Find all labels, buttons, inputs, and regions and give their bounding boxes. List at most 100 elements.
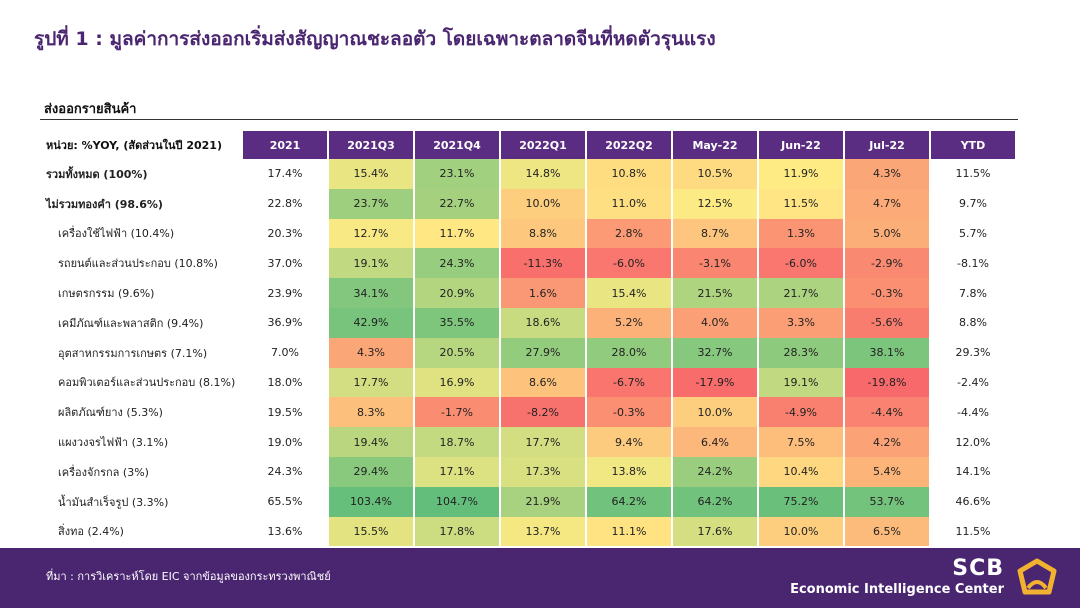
heat-cell: 1.6% [501,278,585,308]
heat-cell: 17.1% [415,456,499,487]
heat-cell: 28.3% [759,337,843,368]
heat-cell: 38.1% [845,337,929,368]
column-header: May-22 [673,131,757,159]
heat-cell: 28.0% [587,337,671,368]
heat-cell: 18.0% [243,367,327,398]
heat-cell: 24.3% [415,248,499,279]
brand-subtitle: Economic Intelligence Center [790,582,1004,597]
heat-cell: 4.3% [845,159,929,189]
column-header: 2021Q4 [415,131,499,159]
heat-cell: 12.7% [329,218,413,249]
column-header: 2021 [243,131,327,159]
heat-cell: 23.9% [243,278,327,308]
table-row: เคมีภัณฑ์และพลาสติก (9.4%) 36.9% 42.9% 35.5… [42,307,1015,338]
heat-cell: 21.5% [673,278,757,308]
heat-cell: 12.0% [931,427,1015,457]
heat-cell: 5.2% [587,307,671,338]
heat-cell: 36.9% [243,307,327,338]
heat-cell: 24.2% [673,456,757,487]
table-row: น้ำมันสำเร็จรูป (3.3%) 65.5% 103.4% 104.7% 2… [42,486,1015,517]
row-label: เครื่องใช้ไฟฟ้า (10.4%) [58,227,175,241]
table-row: ผลิตภัณฑ์ยาง (5.3%) 19.5% 8.3% -1.7% -8.2% -0… [42,397,1015,428]
heat-cell: 10.0% [759,516,843,547]
heat-cell: 37.0% [243,248,327,279]
row-label: น้ำมันสำเร็จรูป (3.3%) [58,495,169,509]
heat-cell: 15.5% [329,516,413,547]
heat-cell: 21.7% [759,278,843,308]
heat-cell: 46.6% [931,486,1015,517]
heat-cell: 11.9% [759,159,843,189]
heat-cell: 11.5% [931,159,1015,189]
row-label: คอมพิวเตอร์และส่วนประกอบ (8.1%) [58,376,236,390]
heat-cell: -3.1% [673,248,757,279]
table-row: คอมพิวเตอร์และส่วนประกอบ (8.1%) 18.0% 17.7… [42,367,1015,398]
section-divider [40,119,1018,120]
heat-cell: -2.4% [931,367,1015,398]
heat-cell: 4.7% [845,188,929,219]
section-title: ส่งออกรายสินค้า [44,102,137,117]
heat-cell: 42.9% [329,307,413,338]
heat-cell: -11.3% [501,248,585,279]
heat-cell: 16.9% [415,367,499,398]
heat-cell: -5.6% [845,307,929,338]
heat-cell: 104.7% [415,486,499,517]
row-label: สิ่งทอ (2.4%) [58,525,124,539]
heat-cell: 13.7% [501,516,585,547]
heat-cell: 53.7% [845,486,929,517]
heat-cell: -0.3% [845,278,929,308]
heat-cell: 17.8% [415,516,499,547]
scb-logo-icon [1017,558,1057,595]
heat-cell: 23.1% [415,159,499,189]
heat-cell: 5.4% [845,456,929,487]
heat-cell: 22.7% [415,188,499,219]
heat-cell: 7.0% [243,337,327,368]
heat-cell: 14.1% [931,456,1015,487]
heat-cell: -1.7% [415,397,499,428]
heat-cell: 34.1% [329,278,413,308]
heat-cell: -8.1% [931,248,1015,279]
heat-cell: 7.5% [759,427,843,457]
heat-cell: 19.0% [243,427,327,457]
heat-cell: -8.2% [501,397,585,428]
heat-cell: 19.1% [329,248,413,279]
heat-cell: 19.4% [329,427,413,457]
heat-cell: 20.9% [415,278,499,308]
heat-cell: 13.8% [587,456,671,487]
heat-cell: 75.2% [759,486,843,517]
table-row: รวมทั้งหมด (100%) 17.4% 15.4% 23.1% 14.8% 10.… [42,159,1015,189]
row-label: รถยนต์และส่วนประกอบ (10.8%) [58,257,218,271]
column-header: 2021Q3 [329,131,413,159]
heat-cell: 17.3% [501,456,585,487]
heat-cell: -4.4% [931,397,1015,428]
heat-cell: 18.6% [501,307,585,338]
heat-cell: 29.4% [329,456,413,487]
heat-cell: 20.3% [243,218,327,249]
heat-cell: 8.8% [931,307,1015,338]
heat-cell: 23.7% [329,188,413,219]
heat-cell: 11.0% [587,188,671,219]
column-header: YTD [931,131,1015,159]
heat-cell: 3.3% [759,307,843,338]
heat-cell: 5.7% [931,218,1015,249]
table-header-row: หน่วย: %YOY, (สัดส่วนในปี 2021) 2021 2021… [42,131,1015,159]
table-row: แผงวงจรไฟฟ้า (3.1%) 19.0% 19.4% 18.7% 17.7% 9… [42,427,1015,457]
column-header: Jul-22 [845,131,929,159]
heat-cell: -6.7% [587,367,671,398]
heat-cell: 11.5% [759,188,843,219]
source-note: ที่มา : การวิเคราะห์โดย EIC จากข้อมูลของ… [46,570,331,583]
unit-label: หน่วย: %YOY, (สัดส่วนในปี 2021) [46,139,222,152]
heat-cell: 15.4% [329,159,413,189]
heat-cell: 8.6% [501,367,585,398]
heat-cell: -4.4% [845,397,929,428]
row-label: เครื่องจักรกล (3%) [58,465,149,479]
heat-cell: 32.7% [673,337,757,368]
heat-cell: 11.5% [931,516,1015,547]
row-label: รวมทั้งหมด (100%) [46,167,148,181]
heat-cell: 11.1% [587,516,671,547]
heat-cell: 24.3% [243,456,327,487]
table-row: เกษตรกรรม (9.6%) 23.9% 34.1% 20.9% 1.6% 15.4%… [42,278,1015,308]
heat-cell: 2.8% [587,218,671,249]
heat-cell: 14.8% [501,159,585,189]
page-title: รูปที่ 1 : มูลค่าการส่งออกเริ่มส่งสัญญาณ… [34,28,716,50]
heat-cell: 15.4% [587,278,671,308]
